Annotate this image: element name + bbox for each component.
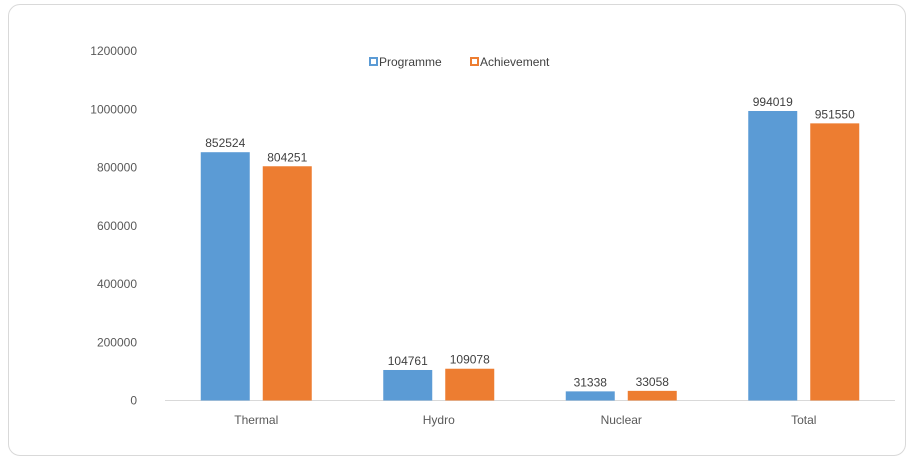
data-label: 31338	[574, 375, 608, 389]
y-tick-label: 600000	[97, 219, 137, 233]
x-axis: Thermal Hydro Nuclear Total	[165, 400, 895, 427]
y-tick-label: 200000	[97, 335, 137, 349]
y-tick-label: 400000	[97, 277, 137, 291]
bar-programme-nuclear	[565, 391, 615, 401]
y-tick-label: 800000	[97, 161, 137, 175]
bar-programme-thermal	[200, 152, 250, 401]
x-tick-label: Nuclear	[601, 413, 642, 427]
data-label: 804251	[267, 150, 307, 164]
bar-achievement-nuclear	[627, 390, 677, 401]
bar-programme-total	[748, 110, 798, 401]
bar-achievement-thermal	[262, 166, 312, 401]
bar-achievement-total	[810, 123, 860, 401]
legend: Programme Achievement	[369, 55, 550, 69]
data-label: 852524	[205, 136, 245, 150]
y-tick-label: 1000000	[90, 102, 137, 116]
legend-label-achievement: Achievement	[480, 55, 550, 69]
legend-swatch-achievement	[470, 57, 479, 66]
data-label: 951550	[815, 107, 855, 121]
x-tick-label: Thermal	[234, 413, 278, 427]
y-tick-label: 0	[130, 394, 137, 408]
x-tick-label: Hydro	[423, 413, 455, 427]
y-tick-label: 1200000	[90, 44, 137, 58]
legend-label-programme: Programme	[379, 55, 442, 69]
data-label: 104761	[388, 354, 428, 368]
data-label: 994019	[753, 95, 793, 109]
bar-programme-hydro	[383, 369, 433, 401]
data-labels: 852524 804251 104761 109078 31338 33058 994019…	[205, 95, 855, 389]
data-label: 109078	[450, 353, 490, 367]
data-label: 33058	[636, 375, 670, 389]
y-axis: 0 200000 400000 600000 800000 1000000 1200000	[90, 44, 137, 408]
bar-achievement-hydro	[445, 368, 495, 401]
x-tick-label: Total	[791, 413, 816, 427]
legend-swatch-programme	[369, 57, 378, 66]
bars	[200, 110, 860, 401]
